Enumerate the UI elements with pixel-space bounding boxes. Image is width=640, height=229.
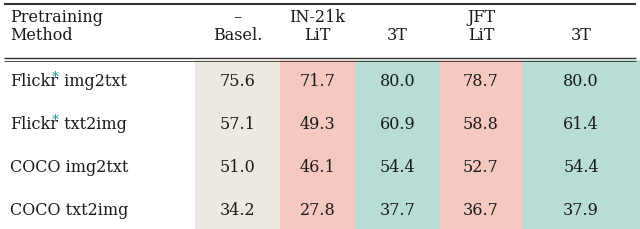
Text: IN-21k: IN-21k <box>289 9 346 27</box>
Text: 54.4: 54.4 <box>563 159 599 176</box>
Text: 27.8: 27.8 <box>300 202 335 219</box>
Bar <box>522 146 640 189</box>
Text: 51.0: 51.0 <box>220 159 255 176</box>
Bar <box>355 60 440 103</box>
Text: 61.4: 61.4 <box>563 116 599 133</box>
Text: 78.7: 78.7 <box>463 73 499 90</box>
Text: Pretraining: Pretraining <box>10 9 103 27</box>
Text: 37.7: 37.7 <box>380 202 415 219</box>
Text: COCO img2txt: COCO img2txt <box>10 159 129 176</box>
Text: LiT: LiT <box>304 27 331 44</box>
Bar <box>440 60 522 103</box>
Bar <box>440 146 522 189</box>
Text: 80.0: 80.0 <box>563 73 599 90</box>
Text: 3T: 3T <box>571 27 591 44</box>
Text: img2txt: img2txt <box>59 73 127 90</box>
Bar <box>280 146 355 189</box>
Text: JFT: JFT <box>467 9 495 27</box>
Bar <box>522 103 640 146</box>
Text: 75.6: 75.6 <box>220 73 255 90</box>
Text: Flickr: Flickr <box>10 116 58 133</box>
Text: 80.0: 80.0 <box>380 73 415 90</box>
Text: *: * <box>52 71 59 84</box>
Bar <box>440 103 522 146</box>
Bar <box>195 103 280 146</box>
Text: 37.9: 37.9 <box>563 202 599 219</box>
Text: 54.4: 54.4 <box>380 159 415 176</box>
Text: 3T: 3T <box>387 27 408 44</box>
Text: txt2img: txt2img <box>59 116 127 133</box>
Text: 57.1: 57.1 <box>220 116 255 133</box>
Bar <box>522 60 640 103</box>
Text: LiT: LiT <box>468 27 494 44</box>
Text: 60.9: 60.9 <box>380 116 415 133</box>
Text: *: * <box>52 114 59 127</box>
Text: 58.8: 58.8 <box>463 116 499 133</box>
Text: 71.7: 71.7 <box>300 73 335 90</box>
Bar <box>195 60 280 103</box>
Bar <box>440 189 522 229</box>
Text: Flickr: Flickr <box>10 73 58 90</box>
Text: 52.7: 52.7 <box>463 159 499 176</box>
Text: 36.7: 36.7 <box>463 202 499 219</box>
Bar <box>522 189 640 229</box>
Bar <box>355 146 440 189</box>
Text: 49.3: 49.3 <box>300 116 335 133</box>
Text: 46.1: 46.1 <box>300 159 335 176</box>
Bar <box>195 146 280 189</box>
Bar <box>280 60 355 103</box>
Bar <box>280 189 355 229</box>
Bar <box>195 189 280 229</box>
Text: –: – <box>234 9 241 27</box>
Bar <box>355 189 440 229</box>
Text: Basel.: Basel. <box>213 27 262 44</box>
Bar <box>280 103 355 146</box>
Bar <box>355 103 440 146</box>
Text: COCO txt2img: COCO txt2img <box>10 202 129 219</box>
Text: Method: Method <box>10 27 72 44</box>
Text: 34.2: 34.2 <box>220 202 255 219</box>
